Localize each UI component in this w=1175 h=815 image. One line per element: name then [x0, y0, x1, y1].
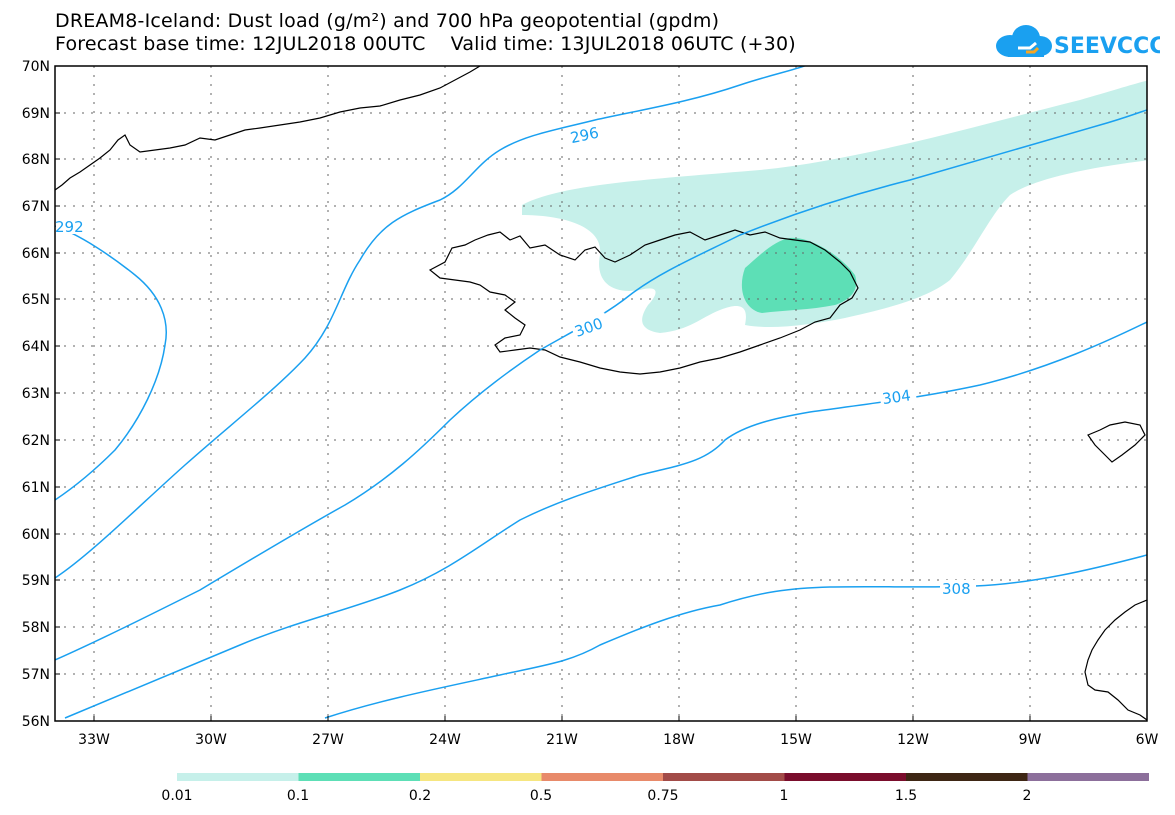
axis-ticks [55, 112, 1031, 721]
lat-label: 61N [22, 480, 50, 496]
lat-label: 69N [22, 106, 50, 122]
lat-label: 63N [22, 386, 50, 402]
lat-label: 58N [22, 620, 50, 636]
iceland-coastline [428, 229, 859, 375]
greenland-coastline [55, 66, 481, 191]
cloud-icon [996, 25, 1052, 57]
scotland-coastline [1084, 599, 1147, 721]
contour-308 [324, 554, 1147, 719]
lat-label: 57N [22, 667, 50, 683]
dust-load-low-region [522, 80, 1147, 333]
colorbar-label: 0.5 [530, 788, 552, 804]
lat-label: 68N [22, 152, 50, 168]
lon-label: 18W [663, 732, 695, 748]
seevccc-logo: SEEVCCC [996, 25, 1160, 59]
map-title-line1: DREAM8-Iceland: Dust load (g/m²) and 700… [55, 10, 720, 32]
lat-label: 59N [22, 573, 50, 589]
logo-text: SEEVCCC [1054, 34, 1160, 59]
colorbar-labels: 0.01 0.1 0.2 0.5 0.75 1 1.5 2 [161, 788, 1031, 804]
map-title-line2: Forecast base time: 12JUL2018 00UTC Vali… [55, 33, 796, 55]
lon-label: 30W [195, 732, 227, 748]
colorbar-segment [663, 773, 785, 781]
lon-label: 33W [78, 732, 110, 748]
lon-label: 15W [780, 732, 812, 748]
colorbar-label: 2 [1023, 788, 1032, 804]
lat-label: 66N [22, 246, 50, 262]
colorbar-label: 0.75 [647, 788, 678, 804]
lat-label: 56N [22, 714, 50, 730]
colorbar-label: 0.01 [161, 788, 192, 804]
lon-label: 6W [1136, 732, 1159, 748]
colorbar-label: 1.5 [895, 788, 917, 804]
contour-label-304: 304 [881, 386, 912, 408]
contour-labels: 292 296 300 304 308 [55, 122, 976, 598]
lat-label: 70N [22, 59, 50, 75]
lat-label: 67N [22, 199, 50, 215]
contour-label-308: 308 [942, 580, 971, 598]
colorbar-segment [298, 773, 420, 781]
lat-label: 60N [22, 527, 50, 543]
lat-label: 62N [22, 433, 50, 449]
contour-label-296: 296 [569, 124, 601, 148]
geopotential-contours [55, 66, 1147, 719]
coastlines [55, 66, 1147, 721]
lat-label: 64N [22, 339, 50, 355]
lon-label: 24W [429, 732, 461, 748]
contour-304 [64, 321, 1147, 719]
lon-label: 9W [1019, 732, 1042, 748]
colorbar-label: 0.1 [287, 788, 309, 804]
faroe-coastline [1087, 421, 1146, 463]
colorbar-segment [177, 773, 299, 781]
colorbar-segment [784, 773, 906, 781]
colorbar-segment [1027, 773, 1149, 781]
lat-label: 65N [22, 292, 50, 308]
lon-label: 21W [546, 732, 578, 748]
contour-296 [55, 66, 807, 579]
colorbar-label: 0.2 [409, 788, 431, 804]
latitude-labels: 70N 69N 68N 67N 66N 65N 64N 63N 62N 61N … [22, 59, 50, 730]
colorbar [177, 773, 1149, 781]
dust-load-mid-region [741, 237, 857, 313]
colorbar-segment [906, 773, 1028, 781]
colorbar-segment [541, 773, 663, 781]
contour-label-292: 292 [55, 218, 84, 236]
lon-label: 27W [312, 732, 344, 748]
longitude-labels: 33W 30W 27W 24W 21W 18W 15W 12W 9W 6W [78, 732, 1158, 748]
lon-label: 12W [897, 732, 929, 748]
colorbar-label: 1 [780, 788, 789, 804]
colorbar-segment [420, 773, 542, 781]
contour-292 [55, 225, 167, 501]
